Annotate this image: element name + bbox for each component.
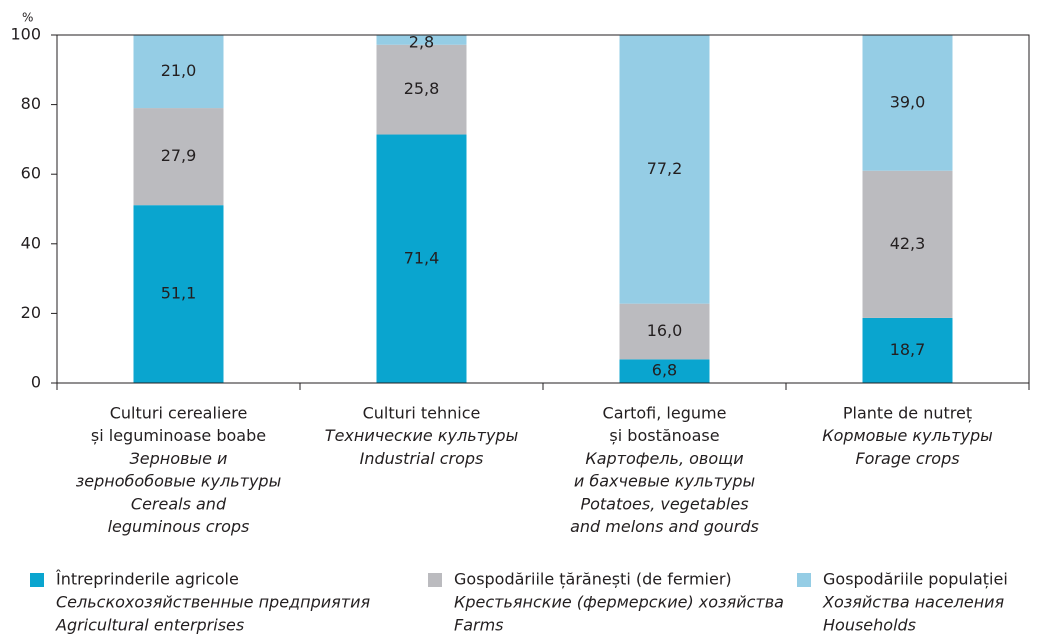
legend-swatch	[30, 573, 44, 587]
x-tick-label: Cereals and	[131, 494, 227, 513]
bar-segment	[619, 303, 710, 360]
legend-label: Сельскохозяйственные предприятия	[56, 593, 370, 612]
x-tick-label: Culturi tehnice	[363, 404, 481, 423]
value-label: 27,9	[161, 146, 197, 165]
legend-label: Gospodăriile populației	[823, 570, 1008, 589]
x-tick-label: leguminous crops	[108, 517, 250, 536]
bar-segment	[376, 44, 467, 135]
bar-segment	[376, 134, 467, 383]
value-label: 25,8	[404, 79, 440, 98]
value-label: 6,8	[652, 361, 677, 380]
x-tick-label: și bostănoase	[609, 426, 719, 445]
x-tick-label: și leguminoase boabe	[91, 426, 266, 445]
legend-label: Крестьянские (фермерские) хозяйства	[454, 593, 784, 612]
legend-label: Agricultural enterprises	[55, 616, 244, 635]
x-tick-label: Зерновые и	[130, 449, 228, 468]
value-label: 39,0	[890, 92, 926, 111]
bar-segment	[133, 108, 224, 206]
x-tick-label: Potatoes, vegetables	[580, 494, 748, 513]
y-tick-label: 100	[10, 25, 41, 44]
x-tick-label: Картофель, овощи	[585, 449, 743, 468]
x-tick-label: зернобобовые культуры	[76, 472, 281, 491]
bar-segment	[376, 35, 467, 45]
x-tick-label: Технические культуры	[325, 426, 518, 445]
legend-label: Households	[823, 616, 916, 635]
legend-label: Întreprinderile agricole	[55, 570, 239, 589]
bar-segment	[862, 317, 953, 383]
x-tick-label: Cartofi, legume	[603, 404, 727, 423]
y-tick-label: 60	[21, 164, 41, 183]
bar-segment	[133, 35, 224, 109]
bar-segment	[862, 170, 953, 318]
bar-segment	[619, 359, 710, 383]
bar-segment	[862, 35, 953, 171]
legend-label: Хозяйства населения	[822, 593, 1005, 612]
x-tick-label: Plante de nutreț	[843, 404, 972, 423]
x-tick-label: Кормовые культуры	[822, 426, 993, 445]
value-label: 51,1	[161, 284, 197, 303]
value-label: 21,0	[161, 61, 197, 80]
legend-label: Farms	[454, 616, 504, 635]
y-axis-label: %	[22, 11, 33, 25]
value-label: 77,2	[647, 159, 683, 178]
bar-segment	[619, 35, 710, 304]
legend-label: Gospodăriile țărănești (de fermier)	[454, 570, 732, 589]
x-tick-label: Forage crops	[855, 449, 959, 468]
bar-segment	[133, 205, 224, 383]
x-tick-label: and melons and gourds	[570, 517, 759, 536]
value-label: 16,0	[647, 321, 683, 340]
value-label: 42,3	[890, 234, 926, 253]
y-tick-label: 0	[31, 373, 41, 392]
value-label: 71,4	[404, 248, 440, 267]
x-tick-label: Industrial crops	[360, 449, 484, 468]
legend-swatch	[428, 573, 442, 587]
y-tick-label: 80	[21, 94, 41, 113]
value-label: 18,7	[890, 340, 926, 359]
y-tick-label: 40	[21, 233, 41, 252]
legend-swatch	[797, 573, 811, 587]
y-tick-label: 20	[21, 303, 41, 322]
x-tick-label: и бахчевые культуры	[574, 472, 755, 491]
x-tick-label: Culturi cerealiere	[110, 404, 248, 423]
value-label: 2,8	[409, 32, 434, 51]
